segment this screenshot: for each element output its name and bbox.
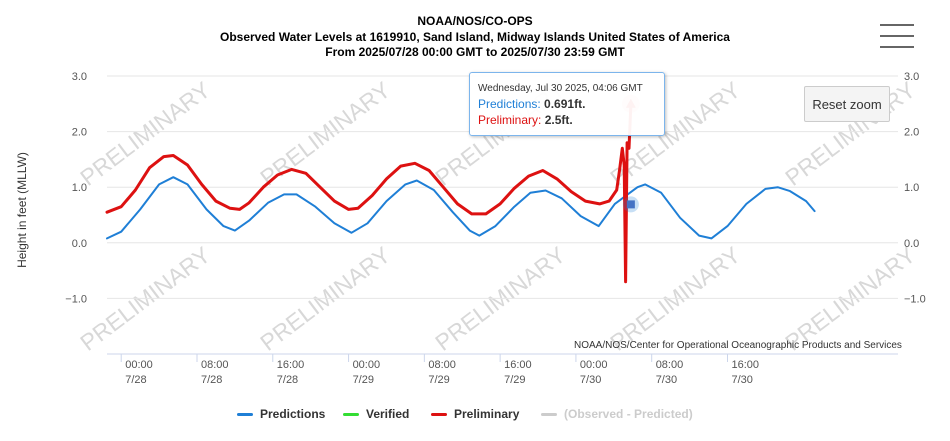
- tooltip-predictions-row: Predictions: 0.691ft.: [478, 97, 585, 111]
- tooltip-preliminary-row: Preliminary: 2.5ft.: [478, 113, 573, 127]
- legend-swatch-observed-minus-predicted: [541, 412, 557, 416]
- legend-label: Predictions: [260, 407, 326, 421]
- legend-swatch-verified: [343, 412, 359, 416]
- x-tick-label-date: 7/29: [428, 374, 449, 386]
- x-tick-label-time: 08:00: [656, 359, 684, 371]
- chart-legend: Predictions Verified Preliminary (Observ…: [0, 406, 950, 426]
- tooltip-predictions-label: Predictions:: [478, 97, 541, 111]
- x-tick-label-date: 7/28: [277, 374, 298, 386]
- y-tick-label-right: −1.0: [904, 293, 926, 305]
- hamburger-icon-bar: [880, 35, 914, 37]
- legend-label: Preliminary: [454, 407, 520, 421]
- y-tick-label-left: 3.0: [72, 71, 87, 83]
- tooltip-predictions-value: 0.691ft.: [544, 97, 586, 111]
- y-tick-label-right: 1.0: [904, 182, 919, 194]
- watermark-text: PRELIMINARY: [255, 76, 395, 190]
- x-tick-label-date: 7/28: [125, 374, 146, 386]
- legend-item-preliminary[interactable]: Preliminary: [431, 406, 519, 422]
- y-tick-label-left: −1.0: [65, 293, 87, 305]
- hamburger-icon: [880, 24, 914, 26]
- chart-title-line2: Observed Water Levels at 1619910, Sand I…: [220, 30, 730, 44]
- x-tick-label-time: 00:00: [580, 359, 608, 371]
- x-tick-label-date: 7/30: [731, 374, 752, 386]
- x-tick-label-date: 7/29: [504, 374, 525, 386]
- x-tick-label-time: 08:00: [201, 359, 229, 371]
- tooltip-preliminary-label: Preliminary:: [478, 113, 542, 127]
- x-tick-label-time: 00:00: [125, 359, 153, 371]
- y-tick-label-left: 2.0: [72, 127, 87, 139]
- y-tick-label-right: 0.0: [904, 238, 919, 250]
- y-tick-label-left: 1.0: [72, 182, 87, 194]
- tooltip-preliminary-value: 2.5ft.: [544, 113, 573, 127]
- y-tick-label-right: 2.0: [904, 127, 919, 139]
- y-axis-title: Height in feet (MLLW): [15, 152, 29, 268]
- legend-item-predictions[interactable]: Predictions: [237, 406, 325, 422]
- x-tick-label-date: 7/29: [353, 374, 374, 386]
- y-tick-label-right: 3.0: [904, 71, 919, 83]
- chart-subtitle: From 2025/07/28 00:00 GMT to 2025/07/30 …: [325, 45, 625, 59]
- series-line-predictions: [106, 176, 816, 240]
- hamburger-icon-bar: [880, 46, 914, 48]
- chart-menu-button[interactable]: [880, 24, 914, 52]
- tooltip-header: Wednesday, Jul 30 2025, 04:06 GMT: [478, 83, 643, 94]
- legend-item-verified[interactable]: Verified: [343, 406, 409, 422]
- x-tick-label-time: 00:00: [353, 359, 381, 371]
- x-tick-label-time: 16:00: [277, 359, 305, 371]
- hover-tooltip: Wednesday, Jul 30 2025, 04:06 GMT Predic…: [469, 72, 665, 136]
- reset-zoom-button[interactable]: Reset zoom: [804, 86, 890, 122]
- hover-marker-predictions: [626, 200, 635, 209]
- x-tick-label-time: 16:00: [731, 359, 759, 371]
- x-tick-label-date: 7/28: [201, 374, 222, 386]
- legend-swatch-predictions: [237, 412, 253, 416]
- legend-item-observed-minus-predicted[interactable]: (Observed - Predicted): [541, 406, 693, 422]
- x-tick-label-date: 7/30: [656, 374, 677, 386]
- x-tick-label-date: 7/30: [580, 374, 601, 386]
- y-tick-label-left: 0.0: [72, 238, 87, 250]
- chart-title-line1: NOAA/NOS/CO-OPS: [417, 14, 533, 28]
- legend-label: (Observed - Predicted): [564, 407, 693, 421]
- series-line-preliminary: [105, 102, 633, 284]
- legend-label: Verified: [366, 407, 410, 421]
- x-tick-label-time: 16:00: [504, 359, 532, 371]
- credit-text: NOAA/NOS/Center for Operational Oceanogr…: [574, 340, 902, 351]
- x-tick-label-time: 08:00: [428, 359, 456, 371]
- legend-swatch-preliminary: [431, 412, 447, 416]
